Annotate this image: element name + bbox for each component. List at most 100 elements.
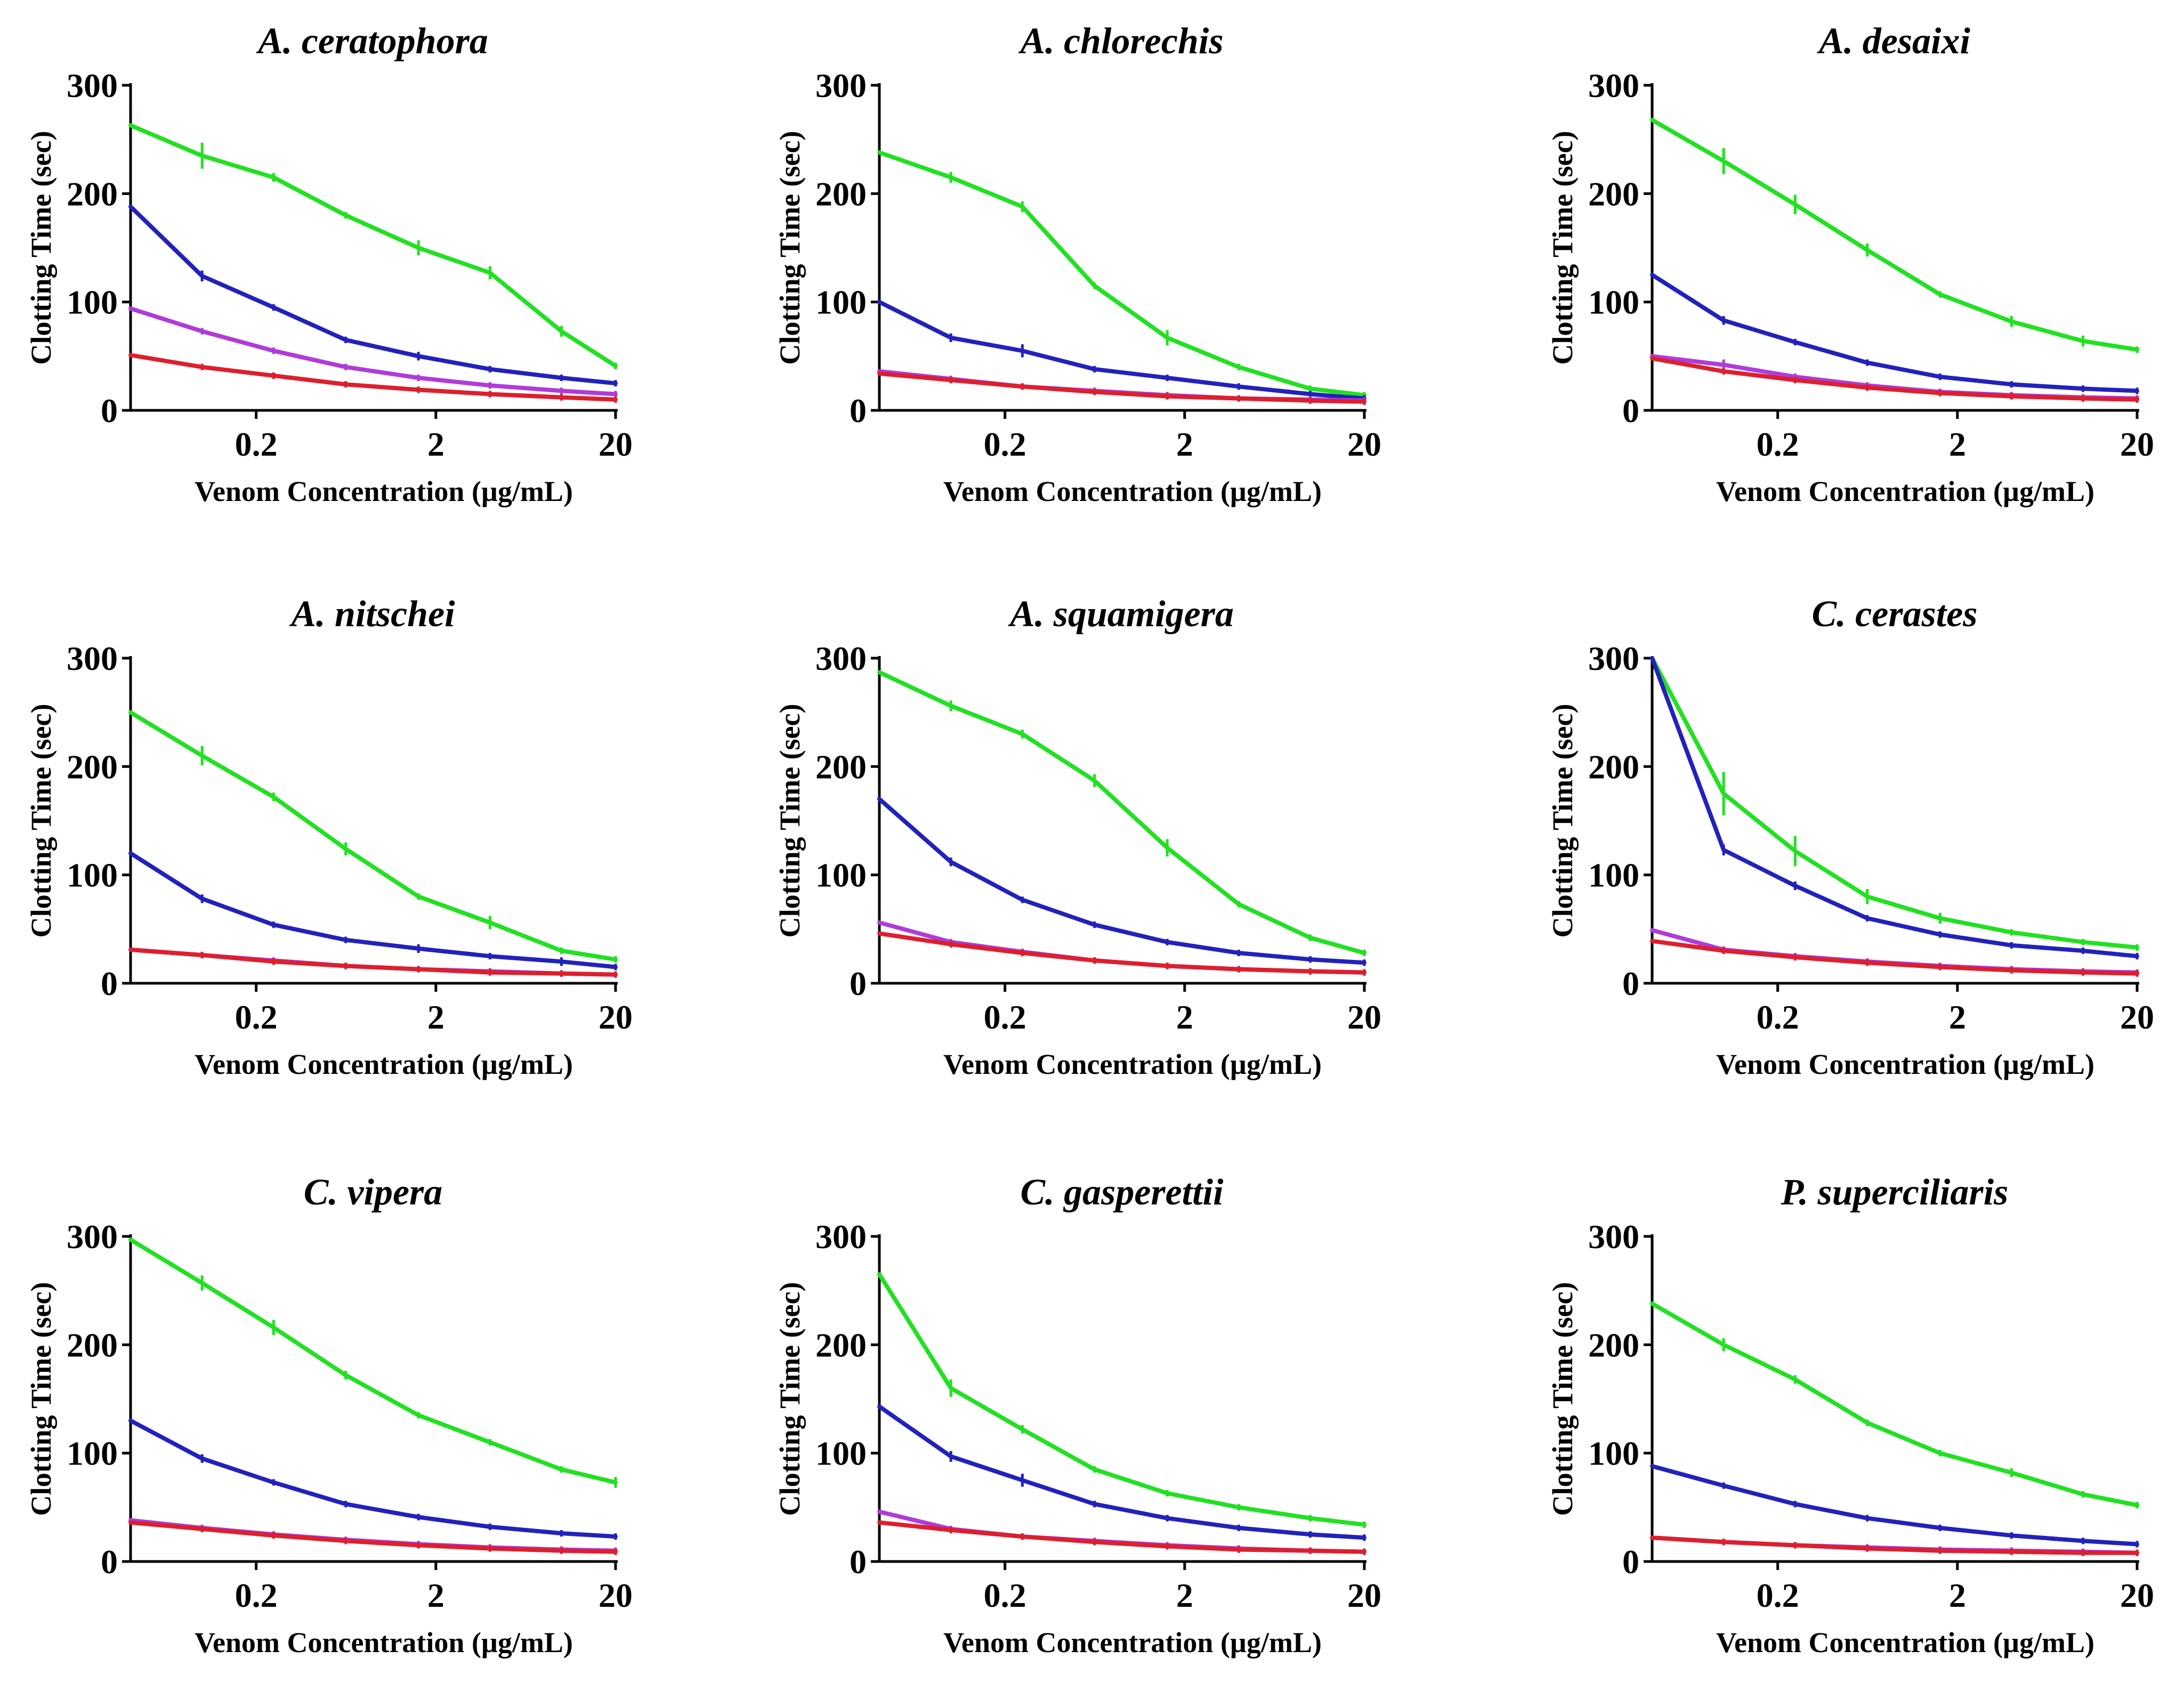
series-line-blue: [128, 204, 618, 386]
x-tick-label: 2: [1949, 425, 1966, 463]
y-axis-label: Clotting Time (sec): [774, 704, 806, 938]
series-line-green: [877, 670, 1366, 956]
y-tick-label: 0: [850, 965, 867, 1002]
series-line-blue: [877, 797, 1366, 965]
x-axis-label: Venom Concentration (µg/mL): [943, 1627, 1322, 1658]
y-tick-label: 300: [1588, 640, 1639, 677]
x-tick-label: 0.2: [1757, 998, 1799, 1036]
series-line-red: [128, 948, 618, 977]
x-tick-label: 2: [1176, 425, 1193, 463]
x-axis-label: Venom Concentration (µg/mL): [195, 1627, 573, 1658]
series-line-green: [877, 1272, 1366, 1527]
chart-panel-8: C. gasperettii 0 100 200 300 0.2 2 20 Clotting T…: [774, 1172, 1381, 1658]
chart-panel-3: A. desaixi 0 100 200 300 0.2 2 20 Clotting Time …: [1547, 21, 2154, 507]
y-tick-label: 300: [67, 640, 118, 677]
panel-title: A. chlorechis: [1018, 21, 1223, 62]
series-line-green: [1650, 656, 2139, 950]
y-tick-label: 200: [1588, 748, 1639, 786]
series-line-purple: [128, 306, 618, 397]
y-axis-label: Clotting Time (sec): [1547, 704, 1579, 938]
chart-panel-1: A. ceratophora 0 100 200 300 0.2 2 20 Clotting T…: [25, 21, 633, 507]
series-line-red: [128, 1520, 618, 1554]
x-tick-label: 20: [598, 998, 633, 1036]
y-tick-label: 100: [815, 1435, 867, 1472]
x-tick-label: 20: [598, 425, 633, 463]
y-tick-label: 0: [850, 392, 867, 430]
chart-panel-2: A. chlorechis 0 100 200 300 0.2 2 20 Clotting Ti…: [774, 21, 1381, 507]
y-axis-label: Clotting Time (sec): [774, 1282, 806, 1516]
x-tick-label: 20: [1347, 425, 1381, 463]
y-tick-label: 200: [815, 748, 867, 786]
series-line-blue: [128, 1418, 618, 1539]
y-axis-label: Clotting Time (sec): [774, 131, 806, 365]
x-tick-label: 20: [598, 1576, 633, 1614]
series-line-blue: [128, 851, 618, 969]
y-axis-label: Clotting Time (sec): [1547, 1282, 1579, 1516]
panel-title: A. desaixi: [1817, 21, 1970, 62]
y-tick-label: 300: [1588, 1218, 1639, 1256]
series-line-green: [877, 150, 1366, 398]
series-line-green: [128, 1237, 618, 1485]
y-tick-label: 100: [815, 284, 867, 321]
y-tick-label: 200: [67, 175, 118, 213]
x-tick-label: 2: [427, 998, 444, 1036]
x-axis-label: Venom Concentration (µg/mL): [1716, 1627, 2094, 1658]
chart-panel-4: A. nitschei 0 100 200 300 0.2 2 20 Clotting Time…: [25, 594, 633, 1080]
series-line-blue: [877, 300, 1366, 401]
x-tick-label: 0.2: [984, 998, 1026, 1036]
y-tick-label: 300: [67, 1218, 118, 1256]
x-tick-label: 0.2: [1757, 425, 1799, 463]
x-tick-label: 2: [427, 425, 444, 463]
series-line-blue: [1650, 1464, 2139, 1547]
series-line-blue: [1650, 272, 2139, 393]
y-tick-label: 200: [67, 748, 118, 786]
x-tick-label: 20: [1347, 998, 1381, 1036]
y-tick-label: 0: [101, 1543, 118, 1581]
panel-title: P. superciliaris: [1781, 1172, 2009, 1213]
y-tick-label: 100: [1588, 1435, 1639, 1472]
x-axis-label: Venom Concentration (µg/mL): [195, 1048, 573, 1080]
series-line-green: [128, 710, 618, 962]
chart-panel-9: P. superciliaris 0 100 200 300 0.2 2 20 Clotting…: [1547, 1172, 2154, 1658]
x-tick-label: 20: [1347, 1576, 1381, 1614]
series-line-red: [1650, 356, 2139, 402]
panel-title: A. squamigera: [1008, 594, 1234, 635]
x-tick-label: 2: [1176, 998, 1193, 1036]
series-line-green: [128, 123, 618, 368]
x-tick-label: 0.2: [235, 1576, 278, 1614]
y-tick-label: 300: [815, 1218, 867, 1256]
series-line-blue: [1650, 656, 2139, 959]
x-tick-label: 0.2: [1757, 1576, 1799, 1614]
x-tick-label: 20: [2120, 425, 2154, 463]
x-tick-label: 2: [1949, 998, 1966, 1036]
x-tick-label: 20: [2120, 998, 2154, 1036]
series-line-red: [877, 371, 1366, 404]
x-tick-label: 20: [2120, 1576, 2154, 1614]
chart-panel-6: C. cerastes 0 100 200 300 0.2 2 20 Clotting Time…: [1547, 594, 2154, 1080]
x-tick-label: 0.2: [984, 1576, 1026, 1614]
y-tick-label: 200: [815, 1326, 867, 1364]
y-tick-label: 100: [67, 1435, 118, 1472]
y-tick-label: 0: [850, 1543, 867, 1581]
y-tick-label: 200: [67, 1326, 118, 1364]
y-tick-label: 0: [1622, 1543, 1639, 1581]
y-tick-label: 100: [67, 856, 118, 894]
series-line-red: [877, 1520, 1366, 1554]
panel-title: C. vipera: [304, 1172, 443, 1213]
x-tick-label: 0.2: [235, 425, 278, 463]
x-tick-label: 2: [1176, 1576, 1193, 1614]
y-tick-label: 300: [815, 67, 867, 104]
y-axis-label: Clotting Time (sec): [25, 1282, 57, 1516]
x-axis-label: Venom Concentration (µg/mL): [195, 475, 573, 507]
chart-panel-7: C. vipera 0 100 200 300 0.2 2 20 Clotting Time (…: [25, 1172, 633, 1658]
y-tick-label: 300: [67, 67, 118, 104]
y-tick-label: 100: [815, 856, 867, 894]
x-tick-label: 0.2: [235, 998, 278, 1036]
y-tick-label: 100: [1588, 284, 1639, 321]
y-tick-label: 300: [1588, 67, 1639, 104]
series-line-green: [1650, 118, 2139, 352]
x-tick-label: 0.2: [984, 425, 1026, 463]
y-tick-label: 200: [1588, 175, 1639, 213]
y-tick-label: 0: [1622, 392, 1639, 430]
